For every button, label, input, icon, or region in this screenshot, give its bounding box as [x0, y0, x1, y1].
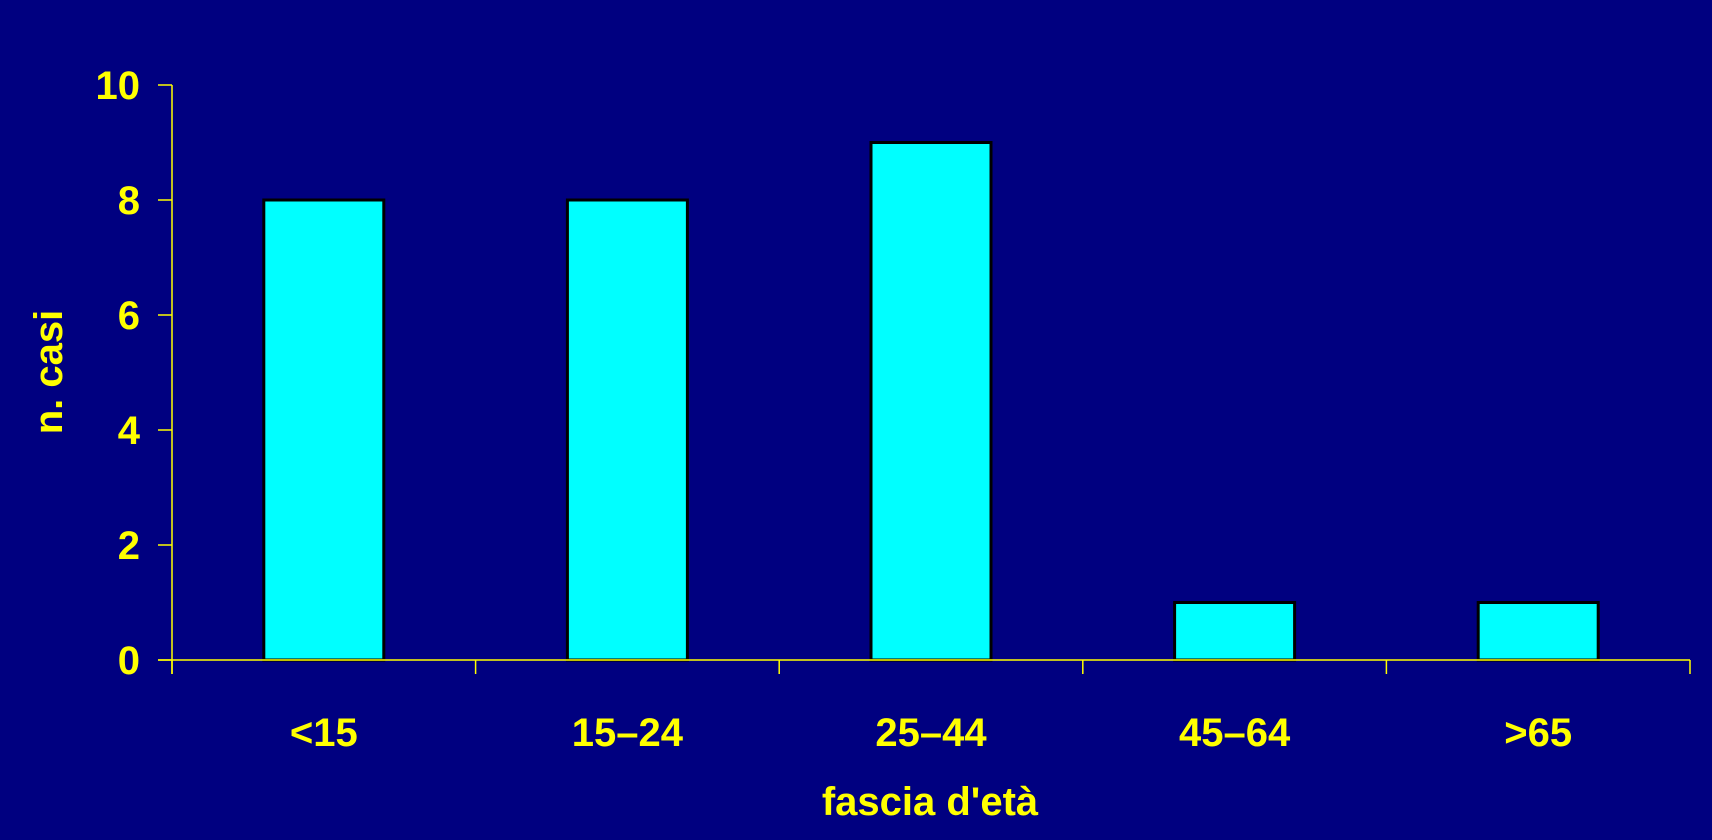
bar-1: [565, 198, 689, 662]
x-category-label: >65: [1504, 711, 1572, 755]
x-axis-title: fascia d'età: [822, 780, 1039, 824]
x-category-label: 25–44: [875, 711, 987, 755]
bar-4: [1476, 601, 1600, 662]
y-tick-label: 0: [118, 639, 140, 683]
axes-group: [158, 85, 1690, 674]
y-ticks-group: 0 2 4 6 8 10: [96, 64, 172, 683]
y-tick-label: 6: [118, 294, 140, 338]
y-tick-label: 8: [118, 179, 140, 223]
bar-2: [869, 141, 993, 662]
bar-0: [262, 198, 386, 662]
bars-group: [262, 141, 1600, 662]
y-tick-label: 10: [96, 64, 141, 108]
x-category-label: 45–64: [1179, 711, 1291, 755]
bar-3: [1173, 601, 1297, 662]
x-category-label: 15–24: [572, 711, 684, 755]
y-axis-title: n. casi: [27, 310, 71, 435]
y-tick-label: 4: [118, 409, 141, 453]
y-tick-label: 2: [118, 524, 140, 568]
x-ticks-group: <15 15–24 25–44 45–64 >65: [171, 660, 1691, 755]
x-category-label: <15: [290, 711, 358, 755]
